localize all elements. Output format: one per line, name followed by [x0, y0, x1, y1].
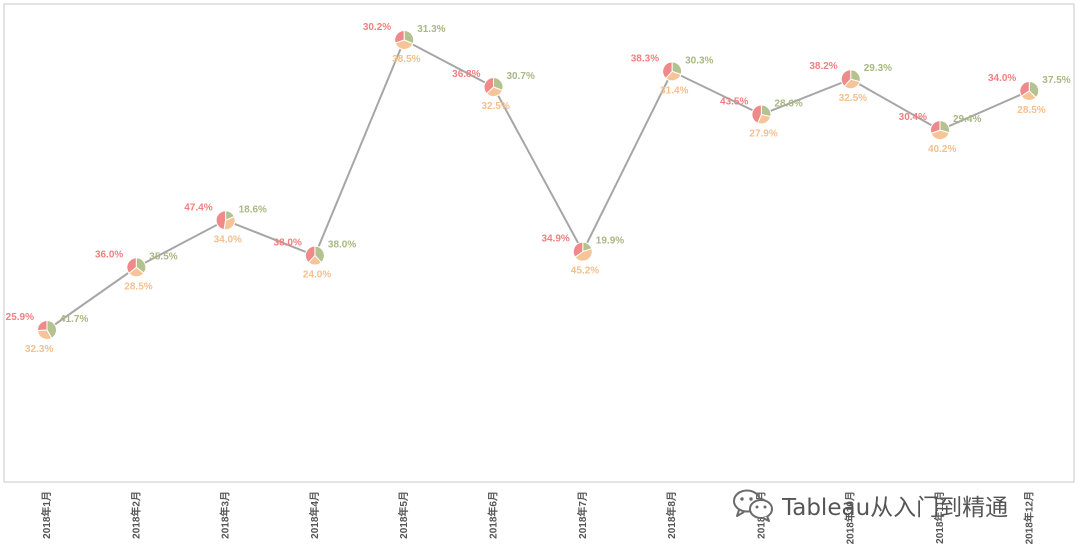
x-tick-label: 2018年5月 [397, 491, 410, 539]
data-label: 38.0% [274, 238, 302, 249]
data-label: 19.9% [596, 236, 624, 247]
data-label: 28.6% [774, 99, 802, 110]
pie-slice [751, 104, 762, 124]
point-pie [662, 61, 683, 82]
x-tick-label: 2018年4月 [308, 491, 321, 539]
data-label: 36.8% [452, 69, 480, 80]
pie-slice [394, 29, 405, 44]
data-label: 37.5% [1042, 75, 1070, 86]
pie-slice [483, 77, 494, 95]
data-label: 27.9% [749, 129, 777, 140]
watermark-text: Tableau从入门到精通 [782, 495, 1009, 521]
x-axis: 2018年1月 2018年2月 2018年3月 2018年4月 2018年5月 2018年… [40, 491, 1035, 544]
data-label: 31.3% [417, 24, 445, 35]
x-tick-label: 2018年12月 [1022, 491, 1035, 544]
point-pie [840, 69, 861, 90]
data-label: 32.5% [482, 101, 510, 112]
point-pie [930, 120, 950, 141]
data-label: 29.4% [953, 114, 981, 125]
data-label: 41.7% [60, 314, 88, 325]
x-tick-label: 2018年11月 [933, 491, 946, 544]
pie-slice [126, 257, 137, 275]
data-label: 40.2% [928, 144, 956, 155]
point-pie [304, 245, 325, 266]
data-label: 18.6% [239, 204, 267, 215]
data-label: 38.2% [809, 61, 837, 72]
wechat-icon [733, 489, 773, 522]
data-label: 30.2% [363, 22, 391, 33]
pie-slice [215, 210, 227, 231]
point-pie [394, 29, 415, 50]
point-pie [572, 241, 593, 262]
data-label: 35.5% [149, 251, 177, 262]
data-label: 30.4% [899, 112, 927, 123]
data-label: 38.0% [328, 240, 356, 251]
x-tick-label: 2018年6月 [487, 491, 500, 539]
point-pie [1019, 80, 1040, 101]
pie-slice [662, 61, 673, 80]
data-label: 47.4% [184, 202, 212, 213]
data-label: 34.0% [214, 234, 242, 245]
data-label: 31.4% [660, 85, 688, 96]
pie-slice [574, 247, 593, 262]
pie-slice [930, 129, 950, 141]
data-label: 32.5% [839, 93, 867, 104]
data-label: 24.0% [303, 270, 331, 281]
x-tick-label: 2018年2月 [129, 491, 142, 539]
data-label: 28.5% [124, 281, 152, 292]
pie-slice [1019, 80, 1030, 97]
x-tick-label: 2018年7月 [576, 491, 589, 539]
point-pie [126, 257, 147, 278]
data-label: 28.5% [1017, 105, 1045, 116]
data-labels: 25.9% 41.7% 32.3% 36.0% 35.5% 28.5% 47.4% 18.6%… [6, 22, 1071, 355]
trend-line [46, 38, 1030, 331]
pie-slice [840, 69, 852, 87]
x-tick-label: 2018年1月 [40, 491, 53, 539]
data-label: 30.3% [685, 55, 713, 66]
data-label: 30.7% [507, 71, 535, 82]
data-label: 43.5% [720, 97, 748, 108]
point-pie [751, 104, 772, 125]
point-pie [36, 319, 57, 340]
data-label: 34.0% [988, 73, 1016, 84]
plot-area [3, 3, 1075, 483]
point-pie [215, 210, 236, 231]
data-label: 25.9% [6, 312, 34, 323]
point-pies [36, 29, 1040, 340]
x-tick-label: 2018年8月 [665, 491, 678, 539]
x-tick-label: 2018年10月 [844, 491, 857, 544]
point-pie [483, 77, 504, 98]
watermark: Tableau从入门到精通 [732, 488, 1008, 522]
pie-slice [37, 319, 48, 332]
data-label: 45.2% [571, 266, 599, 277]
x-tick-label: 2018年3月 [219, 491, 232, 539]
data-label: 38.5% [392, 54, 420, 65]
pie-slice [572, 241, 584, 258]
data-label: 34.9% [541, 234, 569, 245]
data-label: 29.3% [864, 63, 892, 74]
pie-slice [930, 120, 941, 134]
data-label: 36.0% [95, 249, 123, 260]
data-label: 32.3% [25, 344, 53, 355]
data-label: 38.3% [631, 53, 659, 64]
pie-slice [304, 245, 316, 264]
